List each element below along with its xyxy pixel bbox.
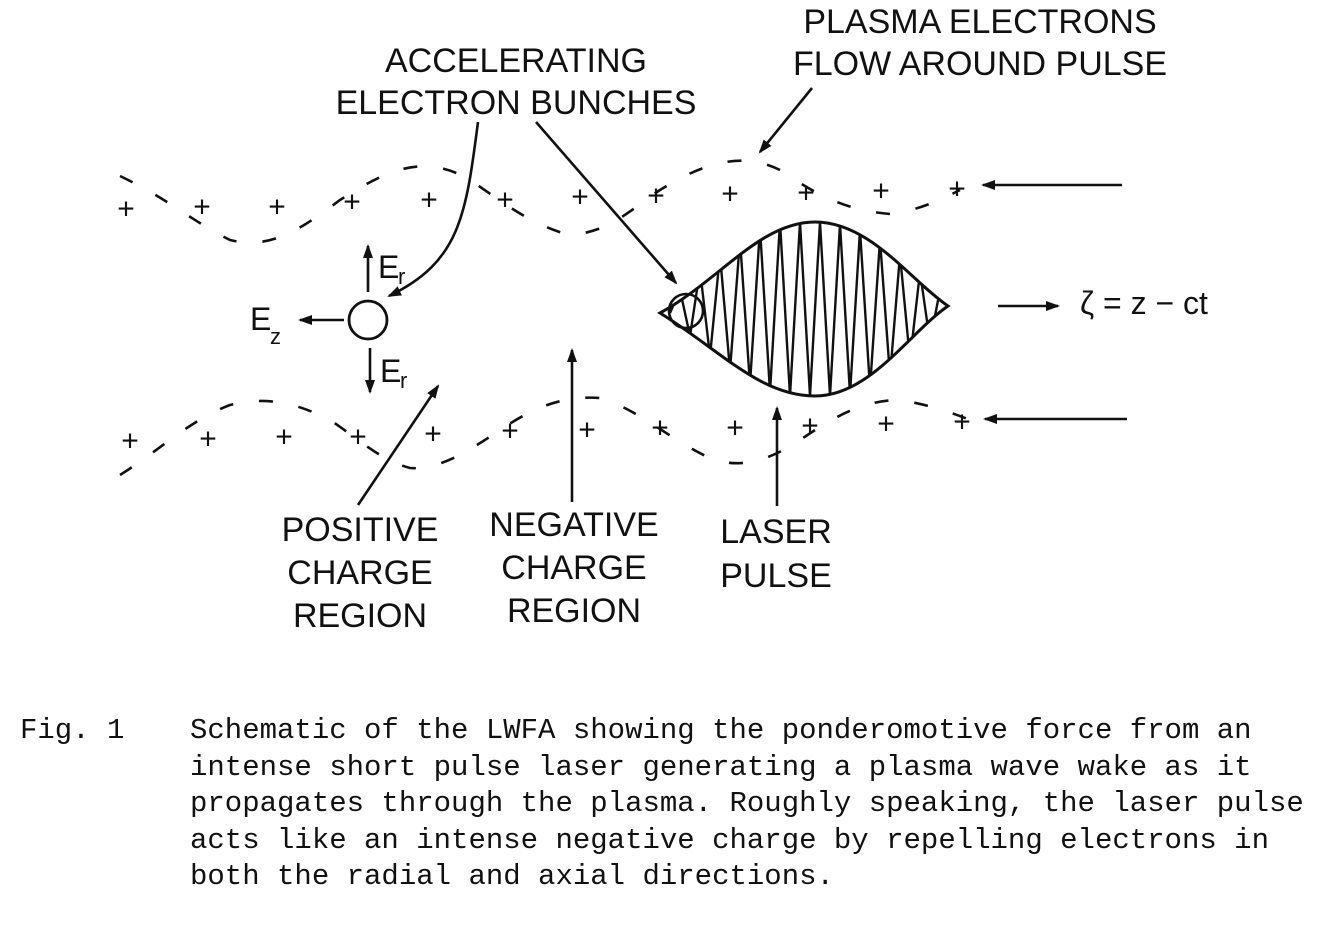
positive-region-label-line1: POSITIVE: [282, 511, 439, 549]
bottom-electron-boundary: [119, 396, 971, 477]
plasma-flow-label-line2: FLOW AROUND PULSE: [793, 45, 1167, 83]
plasma-flow-arrow: [758, 87, 814, 154]
laser-pulse-label-line1: LASER: [720, 513, 832, 551]
plus-sign: +: [797, 177, 815, 210]
accelerating-label-line1: ACCELERATING: [385, 42, 647, 80]
plus-sign: +: [343, 186, 361, 219]
laser-pulse: [657, 220, 951, 398]
ez-label: E: [250, 301, 271, 337]
positive-region-label-line3: REGION: [293, 597, 427, 635]
top-electron-boundary: [119, 159, 961, 244]
plus-sign: +: [726, 412, 744, 445]
laser-pulse-oscillation: [668, 222, 948, 396]
figure-caption: Schematic of the LWFA showing the ponder…: [190, 714, 1304, 893]
plus-sign: +: [117, 193, 135, 226]
accelerating-arrow-to-pulse: [535, 121, 678, 285]
plus-sign: +: [651, 412, 669, 445]
plus-sign: +: [578, 414, 596, 447]
plus-sign: +: [801, 410, 819, 443]
negative-region-label-line2: CHARGE: [501, 549, 646, 587]
electron-bunch-fields: E r E z E r: [250, 244, 407, 394]
figure-number: Fig. 1: [20, 714, 125, 747]
negative-region-label-line1: NEGATIVE: [489, 506, 658, 544]
negative-region-label-line3: REGION: [507, 592, 641, 630]
plus-sign: +: [953, 406, 971, 439]
plus-sign: +: [268, 191, 286, 224]
plasma-flow-label-line1: PLASMA ELECTRONS: [803, 3, 1156, 41]
electron-bunch: [347, 299, 389, 341]
accelerating-label-line2: ELECTRON BUNCHES: [336, 84, 697, 122]
plus-sign: +: [424, 418, 442, 451]
plus-sign: +: [199, 423, 217, 456]
plus-sign: +: [721, 178, 739, 211]
positive-region-label-line2: CHARGE: [287, 554, 432, 592]
plus-sign: +: [349, 421, 367, 454]
plus-sign: +: [501, 415, 519, 448]
plus-sign: +: [496, 184, 514, 217]
plus-sign: +: [193, 191, 211, 224]
plus-sign: +: [275, 421, 293, 454]
plus-sign: +: [877, 408, 895, 441]
top-ion-row: + + + + + + + + + + + +: [117, 173, 966, 226]
er-up-label: E: [378, 249, 399, 285]
zeta-expression: ζ = z − ct: [1080, 285, 1208, 321]
pulse-electron-bunch: [667, 292, 705, 330]
positive-region-arrow: [356, 384, 440, 506]
plus-sign: +: [872, 175, 890, 208]
bottom-ion-row: + + + + + + + + + + + +: [121, 406, 971, 458]
accelerating-arrow-to-bunch: [387, 121, 480, 298]
ez-subscript: z: [270, 324, 281, 349]
plus-sign: +: [948, 173, 966, 206]
plus-sign: +: [647, 180, 665, 213]
laser-pulse-label-line2: PULSE: [720, 557, 832, 595]
er-down-label: E: [380, 353, 401, 389]
plus-sign: +: [571, 181, 589, 214]
plus-sign: +: [420, 184, 438, 217]
plus-sign: +: [121, 425, 139, 458]
er-up-subscript: r: [398, 264, 405, 289]
er-down-subscript: r: [400, 368, 407, 393]
